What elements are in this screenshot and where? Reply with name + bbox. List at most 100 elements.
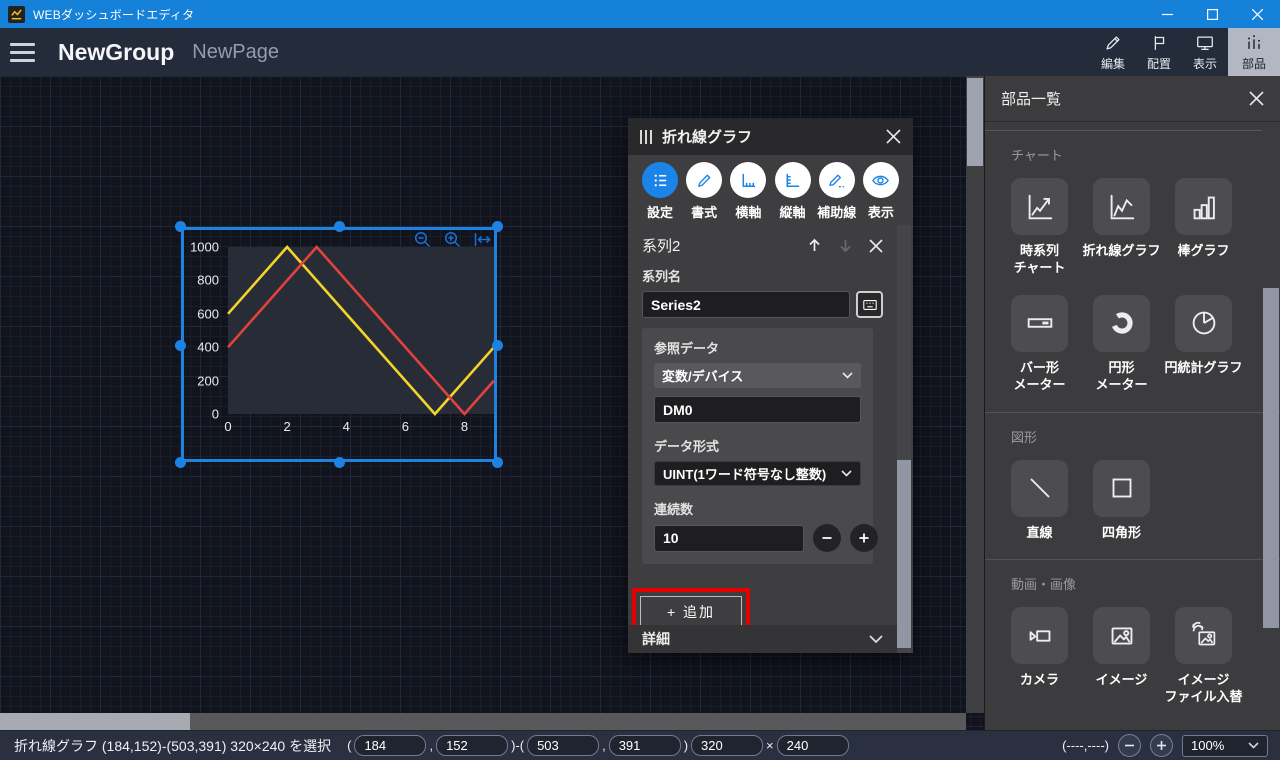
- height-input[interactable]: [776, 735, 849, 756]
- part-bar-chart[interactable]: 棒グラフ: [1175, 178, 1232, 277]
- group-name[interactable]: NewGroup: [58, 38, 175, 65]
- chevron-down-icon: [841, 470, 852, 477]
- resize-handle-w[interactable]: [175, 339, 186, 351]
- part-straight-line[interactable]: 直線: [1011, 459, 1068, 542]
- tab-visibility[interactable]: 表示: [859, 162, 903, 225]
- toolbar-parts-button[interactable]: 部品: [1228, 28, 1280, 76]
- width-input[interactable]: [691, 735, 764, 756]
- parts-list-close-icon[interactable]: [1249, 91, 1264, 106]
- part-circle-meter[interactable]: 円形 メーター: [1093, 294, 1150, 394]
- toolbar-edit-button[interactable]: 編集: [1090, 28, 1136, 76]
- resize-handle-n[interactable]: [334, 221, 345, 232]
- count-label: 連続数: [654, 502, 694, 517]
- resize-handle-se[interactable]: [492, 457, 503, 468]
- data-format-select[interactable]: UINT(1ワード符号なし整数): [654, 461, 861, 486]
- y-axis-icon: [786, 173, 800, 187]
- part-timeseries-chart[interactable]: 時系列 チャート: [1011, 178, 1068, 277]
- part-pie-chart[interactable]: 円統計グラフ: [1164, 294, 1243, 394]
- zoom-out-button[interactable]: [1118, 734, 1141, 757]
- dialog-scrollbar[interactable]: [897, 225, 911, 653]
- keyboard-input-icon[interactable]: [856, 291, 883, 318]
- pie-chart-icon: [1192, 311, 1215, 335]
- dialog-scroll-thumb[interactable]: [897, 460, 911, 648]
- part-image-swap[interactable]: イメージ ファイル入替: [1164, 607, 1243, 706]
- data-format-label: データ形式: [654, 439, 720, 454]
- chart-x-axis: 0 2 4 6 8: [224, 419, 494, 435]
- x2-input[interactable]: [527, 735, 600, 756]
- decrement-button[interactable]: [813, 524, 841, 552]
- part-image[interactable]: イメージ: [1093, 607, 1150, 706]
- canvas-vertical-scrollbar[interactable]: [966, 76, 984, 713]
- detail-section-toggle[interactable]: 詳細: [628, 625, 897, 653]
- part-line-chart[interactable]: 折れ線グラフ: [1082, 178, 1161, 277]
- horizontal-scroll-thumb[interactable]: [0, 713, 190, 730]
- page-name[interactable]: NewPage: [192, 40, 279, 63]
- resize-handle-s[interactable]: [334, 457, 345, 468]
- parts-icon: [1248, 34, 1260, 49]
- arrange-icon: [1154, 35, 1165, 50]
- ref-type-select[interactable]: 変数/デバイス: [654, 363, 861, 388]
- drag-handle-icon[interactable]: [640, 129, 652, 144]
- monitor-icon: [1197, 35, 1213, 50]
- part-bar-meter[interactable]: バー形 メーター: [1011, 294, 1068, 394]
- maximize-button[interactable]: [1190, 0, 1235, 28]
- move-up-icon[interactable]: [807, 238, 822, 253]
- x-tick-label: 2: [283, 419, 291, 434]
- tab-settings[interactable]: 設定: [638, 162, 682, 225]
- series-name-input[interactable]: [642, 291, 850, 318]
- image-swap-icon: [1191, 621, 1215, 646]
- tab-x-axis[interactable]: 横軸: [726, 162, 770, 225]
- section-charts: チャート 時系列 チャート 折れ線グラフ 棒グラフ: [1011, 148, 1243, 394]
- resize-handle-e[interactable]: [492, 339, 503, 351]
- sidebar-scroll-thumb[interactable]: [1263, 288, 1279, 628]
- device-input[interactable]: [654, 396, 861, 423]
- bar-chart-icon: [1193, 196, 1215, 219]
- canvas-horizontal-scrollbar[interactable]: [0, 713, 966, 730]
- selection-status-text: 折れ線グラフ (184,152)-(503,391) 320×240 を選択: [14, 737, 332, 754]
- increment-button[interactable]: [850, 524, 878, 552]
- menu-icon[interactable]: [0, 28, 44, 76]
- add-series-button[interactable]: + 追加: [640, 596, 742, 627]
- parts-list-title: 部品一覧: [1001, 91, 1062, 108]
- tab-y-axis[interactable]: 縦軸: [771, 162, 815, 225]
- y-tick-label: 200: [197, 373, 219, 389]
- close-window-button[interactable]: [1235, 0, 1280, 28]
- format-icon: [697, 174, 711, 187]
- move-down-icon[interactable]: [838, 238, 853, 253]
- dialog-header[interactable]: 折れ線グラフ: [628, 118, 913, 155]
- line-chart-widget[interactable]: 0 200 400 600 800 1000 0 2 4 6 8: [175, 221, 503, 468]
- resize-handle-nw[interactable]: [175, 221, 186, 232]
- chart-y-axis: 0 200 400 600 800 1000: [181, 240, 223, 422]
- chevron-down-icon: [842, 372, 853, 379]
- delete-series-icon[interactable]: [869, 238, 883, 253]
- x1-input[interactable]: [354, 735, 427, 756]
- part-camera[interactable]: カメラ: [1011, 607, 1068, 706]
- dialog-close-icon[interactable]: [886, 129, 901, 144]
- camera-icon: [1029, 630, 1050, 642]
- section-shapes: 図形 直線 四角形: [985, 411, 1280, 560]
- zoom-out-icon[interactable]: [414, 231, 431, 248]
- y2-input[interactable]: [608, 735, 681, 756]
- y1-input[interactable]: [436, 735, 509, 756]
- toolbar-arrange-button[interactable]: 配置: [1136, 28, 1182, 76]
- toolbar-view-button[interactable]: 表示: [1182, 28, 1228, 76]
- minimize-button[interactable]: [1145, 0, 1190, 28]
- pencil-icon: [1106, 35, 1120, 50]
- resize-handle-sw[interactable]: [175, 457, 186, 468]
- aux-line-icon: [829, 174, 845, 187]
- cursor-position-text: (----,----): [1062, 738, 1109, 753]
- resize-handle-ne[interactable]: [492, 221, 503, 232]
- zoom-in-button[interactable]: [1150, 734, 1173, 757]
- parts-list-panel: 部品一覧 チャート 時系列 チャート 折れ線グラフ: [985, 76, 1280, 730]
- line-chart-settings-dialog: 折れ線グラフ 設定 書式 横軸: [628, 118, 913, 653]
- tab-format[interactable]: 書式: [682, 162, 726, 225]
- zoom-level-select[interactable]: 100%: [1182, 734, 1268, 757]
- zoom-in-icon[interactable]: [444, 231, 461, 248]
- divider: [985, 130, 1262, 131]
- width-resize-icon[interactable]: [474, 231, 491, 248]
- count-input[interactable]: [654, 524, 804, 552]
- tab-aux-line[interactable]: 補助線: [815, 162, 859, 225]
- vertical-scroll-thumb[interactable]: [967, 78, 983, 166]
- part-rectangle[interactable]: 四角形: [1093, 459, 1150, 542]
- reference-data-group: 参照データ 変数/デバイス データ形式 UINT(1ワード符号なし整数) 連続数: [642, 328, 878, 564]
